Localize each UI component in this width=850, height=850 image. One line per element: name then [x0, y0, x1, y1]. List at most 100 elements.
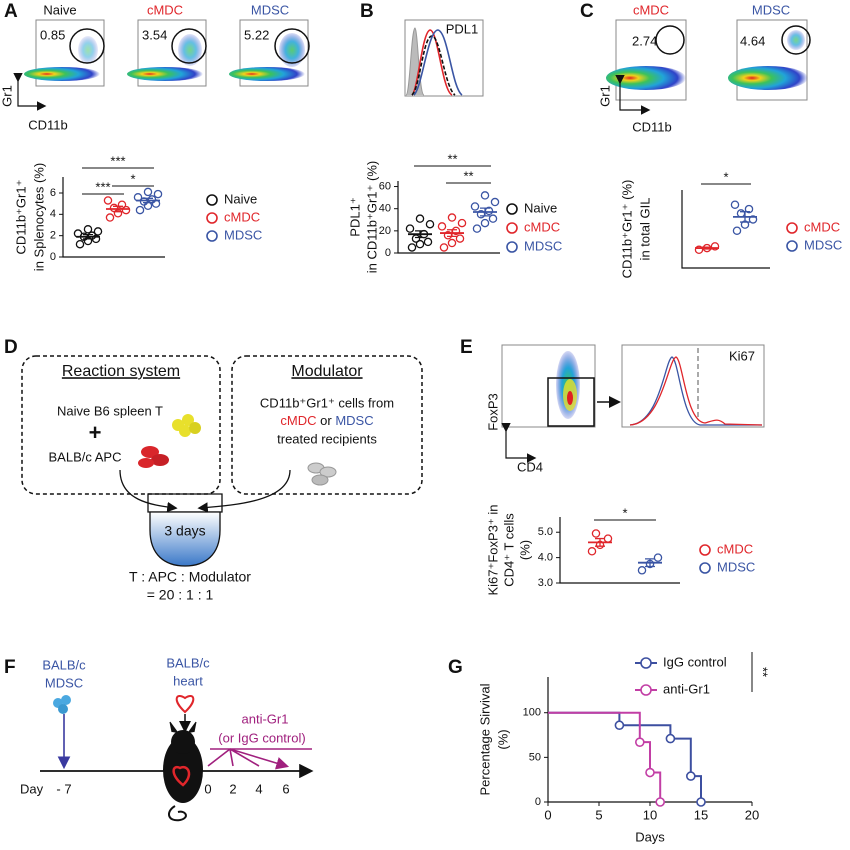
box-text: cMDC or MDSC [280, 413, 373, 428]
y-axis-label: Ki67⁺FoxP3⁺ in [485, 504, 500, 595]
y-axis-label: in Splenocytes (%) [31, 163, 46, 271]
source-name: cMDC [280, 413, 316, 428]
day-tick: 2 [229, 781, 236, 796]
gate-value: 2.74 [632, 33, 657, 48]
legend-label: IgG control [663, 654, 727, 669]
box-text: Naive B6 spleen T [57, 403, 163, 418]
data-point [457, 218, 467, 228]
axis-label: FoxP3 [485, 393, 500, 431]
graft-label: BALB/c [166, 655, 210, 670]
donor-label: MDSC [45, 675, 83, 690]
day-tick: - 7 [56, 781, 71, 796]
data-point [105, 213, 115, 222]
data-point [75, 239, 85, 249]
flow-label: MDSC [251, 2, 289, 17]
y-tick-label: 60 [379, 180, 391, 192]
flow-plot: Naive 0.85 cMDC 3.54 MDSC 5.22 Gr1 CD11b [0, 2, 310, 132]
y-axis-label: CD4⁺ T cells [501, 513, 516, 587]
error-bar [702, 246, 712, 250]
y-tick-label: 3.0 [538, 577, 553, 589]
censor-marker [685, 771, 696, 781]
data-point [730, 200, 740, 209]
data-point [637, 566, 647, 575]
x-tick-label: 10 [643, 807, 657, 822]
data-point [117, 200, 127, 209]
censor-marker [614, 720, 625, 731]
panel-letter: E [460, 337, 473, 358]
legend-marker [640, 684, 652, 696]
data-point [744, 204, 754, 214]
data-point [736, 209, 746, 218]
timeline: Day - 7 0 2 4 6 BALB/c MDSC BALB/c heart… [20, 655, 314, 822]
box-title: Modulator [291, 363, 363, 380]
y-axis-label: CD11b⁺Gr1⁺ (%) [619, 180, 634, 279]
y-tick-label: 0 [50, 251, 56, 263]
x-tick-label: 15 [694, 807, 708, 822]
vessel-label: 3 days [164, 523, 205, 539]
legend-label: cMDC [524, 219, 560, 234]
data-point [423, 237, 433, 247]
legend-marker [506, 222, 518, 234]
gate-value: 4.64 [740, 33, 765, 48]
y-tick-label: 4 [50, 208, 56, 220]
y-axis-label: in CD11b⁺Gr1⁺ (%) [364, 161, 379, 273]
data-point [121, 205, 131, 215]
y-axis-label: (%) [517, 540, 532, 560]
flow-plot: cMDC 2.74 MDSC 4.64 Gr1 CD11b [597, 2, 811, 134]
axis-line [559, 517, 680, 584]
censor-marker [655, 797, 666, 807]
day-label: Day [20, 781, 44, 796]
x-tick-label: 0 [544, 807, 551, 822]
y-tick-label: 100 [523, 707, 541, 719]
legend-marker [786, 240, 798, 252]
data-point [93, 227, 103, 236]
histogram-label: Ki67 [729, 348, 755, 363]
y-tick-label: 2 [50, 230, 56, 242]
day-tick: 6 [282, 781, 289, 796]
data-point [587, 547, 597, 556]
error-bar [447, 229, 457, 238]
error-bar [143, 197, 153, 204]
data-point [488, 214, 498, 223]
significance-label: ** [447, 151, 457, 166]
y-tick-label: 0 [385, 247, 391, 259]
legend-label: cMDC [717, 541, 753, 556]
flow-label: Naive [43, 2, 76, 17]
error-bar [83, 233, 93, 240]
significance-label: *** [110, 153, 125, 168]
data-point [135, 205, 145, 215]
legend-label: MDSC [804, 237, 842, 252]
legend-marker [506, 241, 518, 253]
treatment-label: anti-Gr1 [242, 711, 289, 726]
day-tick: 0 [204, 781, 211, 796]
legend-label: cMDC [224, 209, 260, 224]
box-text: + [89, 420, 102, 445]
y-tick-label: 40 [379, 203, 391, 215]
panel-letter: G [448, 657, 463, 678]
legend-marker [206, 230, 218, 242]
ratio-text: T : APC : Modulator [129, 569, 251, 585]
legend-marker [506, 203, 518, 215]
axis-label: CD11b [632, 119, 672, 134]
legend-label: MDSC [524, 238, 562, 253]
panel-letter: F [4, 657, 16, 678]
legend-label: cMDC [804, 219, 840, 234]
gate-value: 3.54 [142, 27, 167, 42]
data-point [732, 226, 742, 235]
data-point [415, 239, 425, 249]
y-axis-label: in total GIL [637, 198, 652, 261]
data-point [490, 197, 500, 207]
legend-label: anti-Gr1 [663, 681, 710, 696]
y-tick-label: 20 [379, 225, 391, 237]
significance-label: * [622, 505, 627, 520]
box-title: Reaction system [62, 363, 180, 380]
data-point [472, 224, 482, 233]
data-point [748, 215, 758, 224]
axis-label: CD11b [28, 117, 68, 132]
histogram-overlay: PDL1 [404, 19, 484, 97]
error-bar [595, 537, 605, 547]
box-text: treated recipients [277, 431, 377, 446]
x-axis-label: Days [635, 829, 665, 844]
data-point [447, 213, 457, 222]
